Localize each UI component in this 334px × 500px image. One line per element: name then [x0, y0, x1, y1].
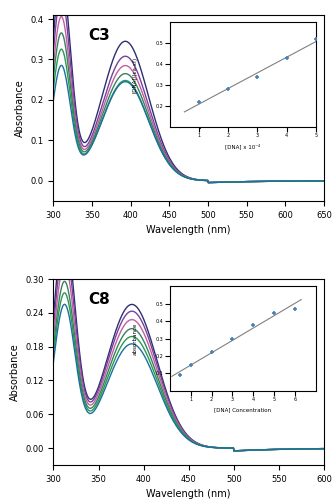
Text: C8: C8 [89, 292, 110, 307]
Text: C3: C3 [89, 28, 110, 43]
X-axis label: Wavelength (nm): Wavelength (nm) [147, 490, 231, 500]
Y-axis label: Absorbance: Absorbance [15, 79, 25, 137]
X-axis label: Wavelength (nm): Wavelength (nm) [147, 225, 231, 235]
Y-axis label: Absorbance: Absorbance [10, 343, 20, 401]
